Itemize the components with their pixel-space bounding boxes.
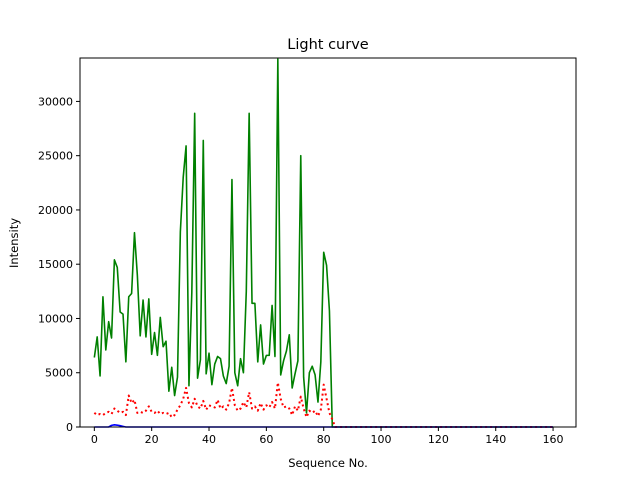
- series-line-2: [93, 381, 554, 428]
- x-tick-label: 20: [145, 433, 159, 446]
- x-tick-label: 160: [543, 433, 564, 446]
- x-tick-label: 120: [428, 433, 449, 446]
- y-ticks: 0 5000 10000 15000 20000 25000 30000: [38, 95, 80, 434]
- x-tick-label: 0: [91, 433, 98, 446]
- x-tick-label: 80: [317, 433, 331, 446]
- x-tick-label: 60: [259, 433, 273, 446]
- y-axis-label: Intensity: [7, 218, 21, 268]
- chart-title: Light curve: [287, 37, 369, 53]
- y-tick-label: 5000: [45, 367, 73, 380]
- y-tick-label: 30000: [38, 95, 73, 108]
- series-line-1: [93, 58, 554, 428]
- y-tick-label: 25000: [38, 150, 73, 163]
- y-tick-label: 10000: [38, 312, 73, 325]
- x-axis-label: Sequence No.: [288, 456, 367, 470]
- x-tick-label: 140: [485, 433, 506, 446]
- x-tick-label: 100: [371, 433, 392, 446]
- x-tick-label: 40: [202, 433, 216, 446]
- y-tick-label: 0: [66, 421, 73, 434]
- x-ticks: 0 20 40 60 80 100 120 140 160: [91, 427, 564, 446]
- axes-frame: [79, 57, 577, 428]
- y-tick-label: 20000: [38, 204, 73, 217]
- y-tick-label: 15000: [38, 258, 73, 271]
